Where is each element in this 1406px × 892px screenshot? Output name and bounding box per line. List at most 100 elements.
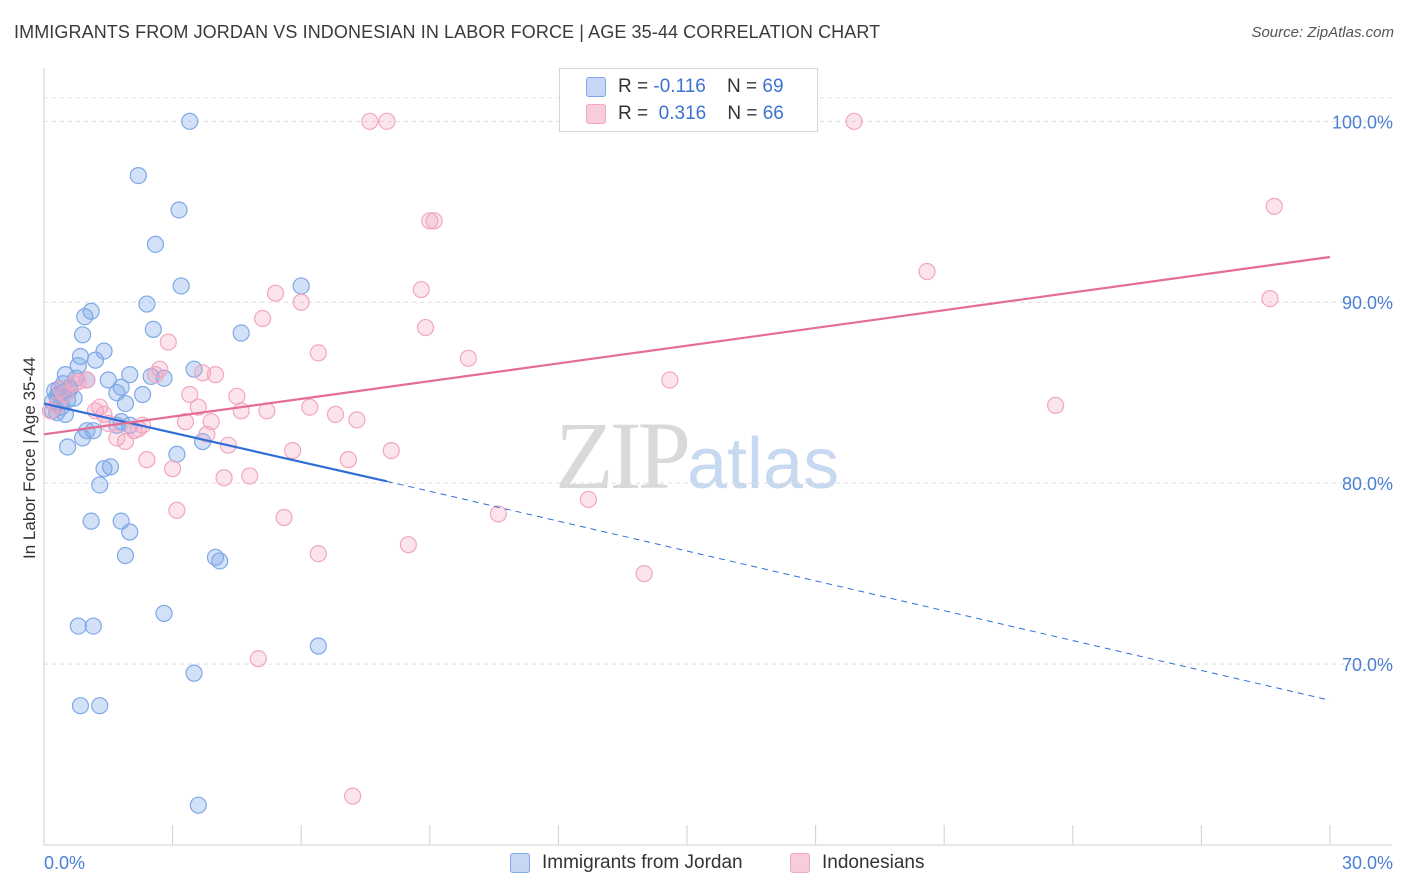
point-jordan	[170, 201, 188, 219]
point-jordan	[309, 637, 327, 655]
point-jordan	[121, 523, 139, 541]
point-indonesian	[176, 413, 195, 431]
point-jordan	[155, 369, 173, 387]
point-indonesian	[1261, 290, 1279, 308]
point-indonesian	[194, 364, 212, 382]
point-jordan	[116, 546, 135, 565]
legend-item-jordan: Immigrants from Jordan	[510, 852, 743, 874]
legend-row-indonesian: R = 0.316 N = 66	[586, 101, 784, 127]
watermark-atlas: atlas	[687, 424, 840, 504]
point-indonesian	[309, 344, 327, 362]
point-indonesian	[241, 467, 259, 485]
legend-n-value-jordan: 69	[762, 76, 784, 97]
point-indonesian	[78, 371, 96, 389]
correlation-legend: R = -0.116 N = 69 R = 0.316 N = 66	[559, 68, 818, 132]
chart-title: IMMIGRANTS FROM JORDAN VS INDONESIAN IN …	[14, 22, 881, 42]
point-jordan	[82, 302, 100, 320]
point-jordan	[91, 697, 109, 715]
point-jordan	[129, 166, 147, 185]
point-indonesian	[249, 650, 267, 668]
point-indonesian	[151, 360, 169, 378]
point-jordan	[86, 351, 105, 369]
point-jordan	[91, 476, 109, 494]
point-jordan	[73, 429, 92, 447]
point-indonesian	[339, 451, 357, 469]
y-tick-label: 80.0%	[1342, 474, 1393, 494]
point-indonesian	[425, 212, 443, 230]
point-jordan	[99, 371, 117, 389]
series-jordan-points	[43, 112, 327, 814]
point-jordan	[84, 617, 102, 635]
point-indonesian	[275, 508, 293, 527]
point-indonesian	[292, 293, 310, 311]
point-indonesian	[284, 441, 302, 460]
series-legend: Immigrants from Jordan Indonesians	[0, 852, 1406, 878]
point-jordan	[71, 697, 90, 715]
point-jordan	[101, 458, 120, 476]
point-jordan	[69, 617, 87, 635]
point-indonesian	[344, 787, 362, 805]
point-indonesian	[489, 505, 507, 523]
point-indonesian	[412, 280, 430, 299]
point-jordan	[58, 438, 77, 456]
point-jordan	[181, 112, 199, 130]
legend-label-indonesian: Indonesians	[822, 852, 925, 873]
point-jordan	[138, 295, 156, 313]
point-indonesian	[232, 402, 250, 420]
point-jordan	[292, 277, 310, 295]
point-indonesian	[266, 284, 285, 302]
legend-n-value-indonesian: 66	[762, 103, 784, 124]
legend-swatch-jordan	[586, 77, 606, 97]
legend-r-label: R =	[618, 76, 649, 97]
point-indonesian	[91, 398, 109, 416]
point-indonesian	[202, 413, 220, 431]
point-jordan	[189, 796, 207, 814]
trend-lines	[43, 255, 1331, 701]
point-indonesian	[382, 441, 400, 460]
point-indonesian	[918, 262, 936, 281]
point-indonesian	[228, 387, 246, 405]
trend-line-jordan	[43, 402, 388, 483]
point-indonesian	[635, 565, 653, 583]
point-indonesian	[421, 212, 439, 230]
legend-r-value-indonesian: 0.316	[653, 103, 707, 124]
series-indonesian-points	[41, 112, 1283, 805]
point-indonesian	[845, 112, 863, 130]
point-indonesian	[1265, 197, 1283, 215]
y-tick-label: 90.0%	[1342, 293, 1393, 313]
point-indonesian	[309, 545, 327, 563]
gridlines	[44, 97, 1392, 665]
point-jordan	[232, 324, 250, 342]
point-indonesian	[459, 349, 477, 367]
legend-row-jordan: R = -0.116 N = 69	[586, 74, 784, 100]
point-jordan	[121, 366, 139, 384]
legend-swatch-jordan	[510, 853, 530, 873]
point-jordan	[146, 235, 165, 253]
point-jordan	[116, 394, 135, 413]
point-jordan	[73, 326, 92, 344]
point-indonesian	[378, 112, 396, 130]
legend-r-label: R =	[618, 103, 649, 124]
point-indonesian	[206, 366, 225, 384]
watermark: ZIPatlas	[555, 400, 839, 511]
x-tick-label: 30.0%	[1342, 853, 1393, 873]
point-indonesian	[301, 398, 319, 416]
point-jordan	[133, 385, 152, 404]
point-indonesian	[661, 371, 679, 389]
point-indonesian	[168, 501, 186, 519]
point-jordan	[71, 347, 90, 366]
point-indonesian	[198, 425, 216, 443]
point-indonesian	[348, 411, 366, 429]
point-indonesian	[52, 380, 70, 398]
point-indonesian	[181, 385, 199, 404]
point-indonesian	[326, 405, 345, 424]
x-tick-label: 0.0%	[44, 853, 85, 873]
point-indonesian	[254, 309, 272, 328]
point-indonesian	[189, 398, 207, 416]
point-indonesian	[1047, 396, 1065, 414]
point-jordan	[95, 342, 113, 360]
point-indonesian	[361, 112, 379, 130]
point-indonesian	[215, 469, 233, 487]
legend-label-jordan: Immigrants from Jordan	[542, 852, 743, 873]
